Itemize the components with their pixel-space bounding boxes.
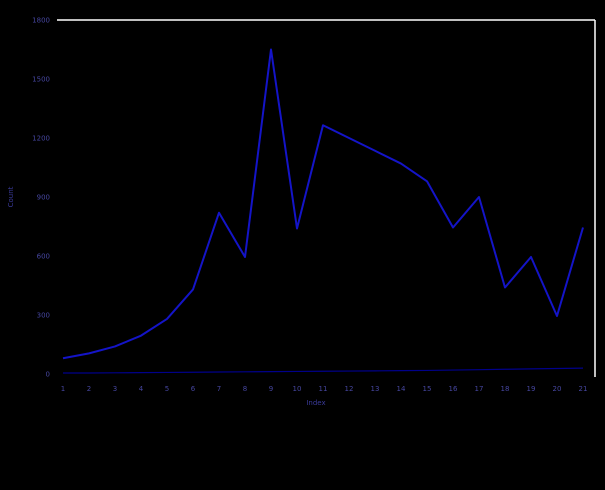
y-axis-tick-label: 1800 bbox=[32, 17, 50, 25]
x-axis-tick-label: 16 bbox=[449, 385, 458, 393]
x-axis-tick-label: 12 bbox=[345, 385, 354, 393]
x-axis-tick-label: 15 bbox=[423, 385, 432, 393]
y-axis-tick-label: 300 bbox=[37, 312, 50, 320]
x-axis-tick-label: 20 bbox=[553, 385, 562, 393]
x-axis-tick-label: 1 bbox=[61, 385, 65, 393]
y-axis-tick-label: 600 bbox=[37, 253, 50, 261]
y-axis-tick-label: 900 bbox=[37, 194, 50, 202]
x-axis-tick-label: 3 bbox=[113, 385, 117, 393]
y-axis-title: Count bbox=[7, 186, 15, 207]
x-axis-tick-label: 11 bbox=[319, 385, 328, 393]
x-axis-tick-label: 18 bbox=[501, 385, 510, 393]
x-axis-tick-label: 13 bbox=[371, 385, 380, 393]
x-axis-tick-label: 9 bbox=[269, 385, 273, 393]
x-axis-tick-label: 17 bbox=[475, 385, 484, 393]
x-axis-tick-label: 21 bbox=[579, 385, 588, 393]
x-axis-tick-label: 7 bbox=[217, 385, 221, 393]
x-axis-title: Index bbox=[306, 399, 325, 407]
x-axis-tick-label: 4 bbox=[139, 385, 144, 393]
x-axis-tick-label: 10 bbox=[293, 385, 302, 393]
y-axis-tick-labels: 0 300 600 900 1200 1500 1800 bbox=[32, 17, 50, 379]
x-axis-tick-label: 6 bbox=[191, 385, 196, 393]
y-axis-tick-label: 0 bbox=[46, 371, 50, 379]
x-axis-tick-label: 8 bbox=[243, 385, 247, 393]
baseline-series-line bbox=[63, 367, 584, 374]
series-group bbox=[62, 48, 584, 374]
main-series-line bbox=[62, 48, 584, 360]
y-axis-tick-label: 1200 bbox=[32, 135, 50, 143]
x-axis-tick-label: 14 bbox=[397, 385, 406, 393]
y-axis-tick-label: 1500 bbox=[32, 76, 50, 84]
x-axis-tick-labels: 1 2 3 4 5 6 7 8 9 10 11 12 13 14 15 16 17 18 19 20 21 bbox=[61, 385, 588, 393]
x-axis-tick-label: 19 bbox=[527, 385, 536, 393]
x-axis-tick-label: 5 bbox=[165, 385, 169, 393]
x-axis-tick-label: 2 bbox=[87, 385, 91, 393]
